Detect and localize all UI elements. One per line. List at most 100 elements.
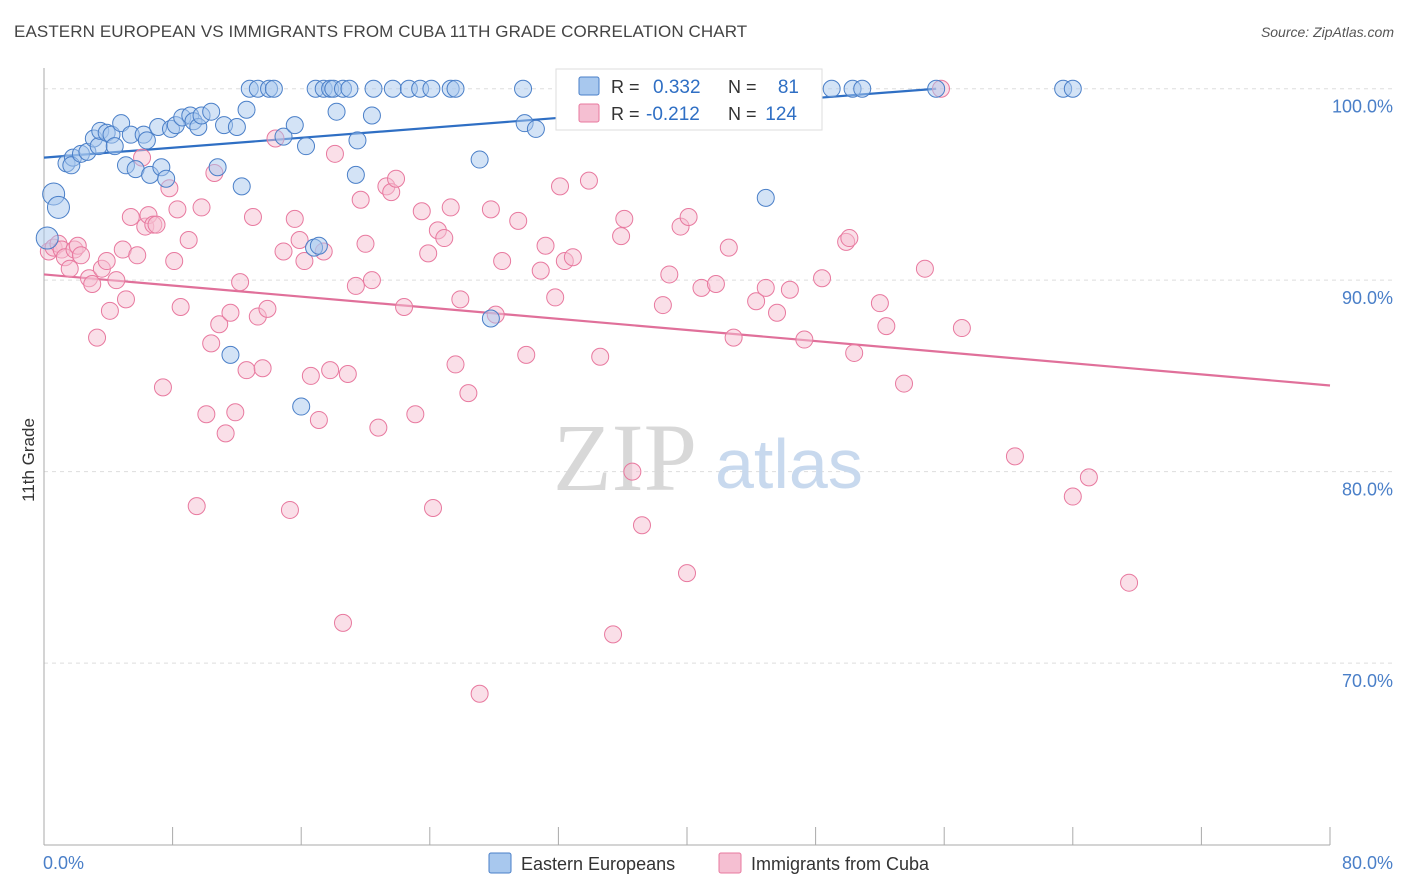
point-cuba [290,230,309,249]
point-cuba [351,190,370,209]
point-eastern-european [470,150,489,169]
point-eastern-european [1063,79,1082,98]
point-eastern-european [264,79,283,98]
point-cuba [107,271,126,290]
point-cuba [237,361,256,380]
point-cuba [202,334,221,353]
point-eastern-european [309,236,328,255]
point-cuba [171,297,190,316]
source-credit: Source: ZipAtlas.com [1260,24,1394,40]
point-eastern-european [526,119,545,138]
legend-swatch-cuba [718,852,742,874]
stats-n-label-2: N = [728,104,757,124]
stats-n-label-1: N = [728,77,757,97]
point-cuba [1120,573,1139,592]
point-eastern-european [202,102,221,121]
point-cuba [470,684,489,703]
point-cuba [321,361,340,380]
point-cuba [147,215,166,234]
point-eastern-european [35,226,59,250]
point-eastern-european [446,79,465,98]
series-eastern-european-points [35,79,1082,416]
point-eastern-european [137,131,156,150]
stats-swatch-blue [578,76,600,96]
x-tick-label-min: 0.0% [43,853,84,873]
y-axis-label: 11th Grade [19,418,38,502]
point-eastern-european [105,137,124,156]
point-cuba [369,418,388,437]
point-cuba [509,211,528,230]
point-eastern-european [340,79,359,98]
stats-r-value-1: 0.332 [653,77,701,98]
point-cuba [653,296,672,315]
point-cuba [517,345,536,364]
point-cuba [870,294,889,313]
point-cuba [952,319,971,338]
y-tick-labels: 70.0% 80.0% 90.0% 100.0% [1332,97,1393,691]
point-cuba [747,292,766,311]
point-eastern-european [481,309,500,328]
point-cuba [210,315,229,334]
point-cuba [768,303,787,322]
legend-label-cuba: Immigrants from Cuba [751,854,930,874]
watermark-zip: ZIP [553,404,697,511]
point-cuba [813,269,832,288]
legend-swatch-eastern-europeans [488,852,512,874]
point-cuba [356,234,375,253]
point-cuba [615,209,634,228]
stats-n-value-1: 81 [778,77,799,98]
point-cuba [579,171,598,190]
point-eastern-european [112,114,131,133]
point-cuba [309,410,328,429]
point-cuba [187,497,206,516]
point-cuba [441,198,460,217]
chart-title: EASTERN EUROPEAN VS IMMIGRANTS FROM CUBA… [14,22,748,41]
point-eastern-european [285,116,304,135]
point-eastern-european [362,106,381,125]
point-cuba [679,208,698,226]
point-cuba [197,405,216,424]
point-cuba [678,564,696,583]
point-cuba [226,403,245,422]
point-cuba [1063,487,1082,506]
point-eastern-european [274,127,293,146]
point-eastern-european [346,165,365,184]
point-cuba [216,424,235,443]
point-cuba [1079,468,1098,487]
point-cuba [406,405,425,424]
x-tick-label-max: 80.0% [1342,853,1393,873]
point-eastern-european [327,102,346,121]
point-cuba [915,259,934,278]
point-cuba [531,261,550,280]
point-cuba [116,290,135,309]
point-eastern-european [62,156,81,175]
stats-box-frame [555,68,823,131]
point-cuba [395,297,414,316]
y-tick-label-70: 70.0% [1342,671,1393,691]
point-cuba [632,516,651,535]
point-cuba [591,347,610,366]
point-cuba [895,374,914,393]
point-cuba [459,384,478,403]
point-cuba [563,248,582,267]
point-cuba [706,275,725,294]
point-cuba [840,229,859,248]
stats-r-label-2: R = [611,104,640,124]
point-cuba [419,244,438,263]
point-cuba [795,330,814,349]
point-cuba [325,144,344,163]
point-eastern-european [221,345,240,364]
point-cuba [253,359,272,378]
point-cuba [435,229,454,248]
watermark: ZIP atlas [553,404,863,511]
point-cuba [83,275,102,294]
point-cuba [153,378,172,397]
trend-line-cuba [43,273,1331,387]
point-eastern-european [292,397,311,416]
point-cuba [128,246,147,265]
point-cuba [551,177,570,196]
point-cuba [493,252,512,271]
point-cuba [387,169,406,188]
point-eastern-european [853,79,872,98]
